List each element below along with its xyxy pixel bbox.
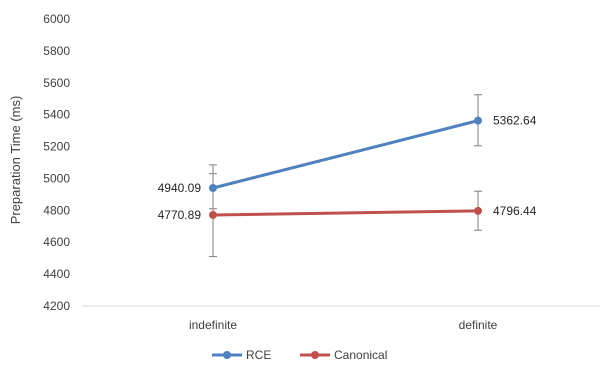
series-line xyxy=(212,119,479,190)
legend-marker xyxy=(311,351,319,359)
y-tick-label: 5600 xyxy=(43,76,70,90)
legend-label: Canonical xyxy=(334,348,387,362)
legend: RCE Canonical xyxy=(212,348,387,362)
data-point xyxy=(474,206,482,215)
x-tick-label: indefinite xyxy=(189,318,237,332)
data-point xyxy=(474,116,482,125)
y-tick-label: 5000 xyxy=(43,171,70,185)
data-point xyxy=(209,183,217,192)
y-axis-title: Preparation Time (ms) xyxy=(8,96,23,225)
y-tick-label: 4200 xyxy=(43,299,70,313)
series-line xyxy=(212,209,479,217)
y-tick-label: 4600 xyxy=(43,235,70,249)
y-tick-label: 6000 xyxy=(43,12,70,26)
data-point xyxy=(209,210,217,219)
data-label: 4940.09 xyxy=(158,181,202,195)
plot-area: 4200 4400 4600 4800 5000 5200 5400 5600 5800 6000… xyxy=(43,12,600,332)
legend-marker xyxy=(223,351,231,359)
y-tick-label: 5200 xyxy=(43,140,70,154)
x-tick-label: definite xyxy=(459,318,498,332)
y-tick-label: 4800 xyxy=(43,203,70,217)
y-tick-label: 5800 xyxy=(43,44,70,58)
y-tick-label: 5400 xyxy=(43,108,70,122)
data-label: 4770.89 xyxy=(158,208,202,222)
data-label: 4796.44 xyxy=(493,204,537,218)
data-label: 5362.64 xyxy=(493,114,537,128)
y-tick-label: 4400 xyxy=(43,267,70,281)
legend-label: RCE xyxy=(246,348,271,362)
